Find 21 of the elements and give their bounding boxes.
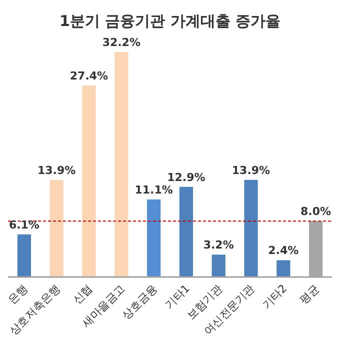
data-label: 13.9%	[38, 164, 76, 177]
data-label: 3.2%	[203, 238, 234, 252]
bar	[146, 199, 161, 277]
bar	[179, 186, 194, 277]
data-label: 13.9%	[232, 164, 270, 177]
bar	[244, 180, 258, 277]
data-label: 6.1%	[8, 218, 40, 232]
data-label: 32.2%	[102, 36, 140, 49]
data-label: 27.4%	[70, 70, 108, 83]
bar	[50, 180, 64, 277]
data-label: 12.9%	[167, 170, 206, 184]
data-label: 2.4%	[268, 244, 299, 258]
x-tick-label: 평균	[297, 282, 322, 307]
bar	[114, 52, 128, 277]
bar	[17, 234, 32, 277]
bar	[82, 86, 96, 277]
data-label: 11.1%	[134, 183, 173, 196]
chart-title: 1분기 금융기관 가계대출 증가율	[59, 12, 281, 30]
bar	[212, 254, 226, 277]
data-label: 8.0%	[300, 205, 332, 218]
bar	[276, 260, 290, 277]
